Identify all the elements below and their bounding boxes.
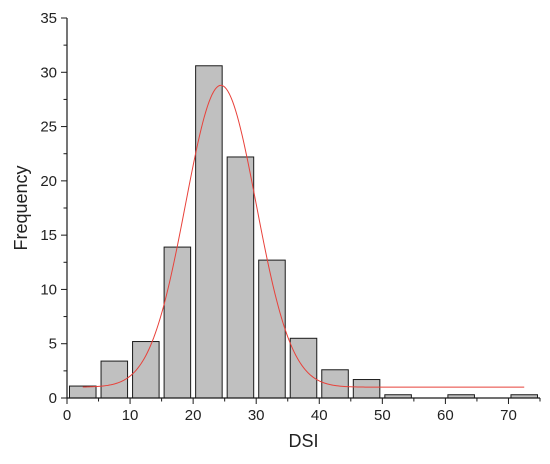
y-tick-label-35: 35 [40, 10, 57, 27]
histogram-bar-0 [69, 385, 97, 399]
x-tick-label-50: 50 [374, 407, 391, 424]
x-tick-label-60: 60 [437, 407, 454, 424]
histogram-bar-4 [195, 65, 223, 399]
y-tick-label-25: 25 [40, 119, 57, 136]
y-tick-label-15: 15 [40, 227, 57, 244]
histogram-bar-3 [163, 246, 192, 399]
x-axis-ticks: 0 10 20 30 40 50 60 70 [63, 398, 541, 424]
x-tick-label-10: 10 [122, 407, 139, 424]
histogram-bar-9 [352, 379, 381, 399]
y-axis-title: Frequency [11, 165, 31, 250]
x-tick-label-20: 20 [185, 407, 202, 424]
x-tick-label-40: 40 [311, 407, 328, 424]
y-tick-label-20: 20 [40, 173, 57, 190]
y-tick-label-10: 10 [40, 281, 57, 298]
y-tick-label-5: 5 [49, 336, 57, 353]
x-tick-label-30: 30 [248, 407, 265, 424]
x-tick-label-70: 70 [500, 407, 517, 424]
x-tick-label-0: 0 [63, 407, 71, 424]
y-tick-label-0: 0 [49, 390, 57, 407]
y-axis-ticks: 0 5 10 15 20 25 30 35 [40, 10, 67, 407]
gaussian-fit-curve [82, 84, 525, 388]
histogram-bar-1 [100, 360, 129, 399]
y-tick-label-30: 30 [40, 64, 57, 81]
bar-group [69, 65, 539, 399]
x-axis-title: DSI [288, 431, 318, 451]
histogram-bar-5 [226, 156, 255, 399]
